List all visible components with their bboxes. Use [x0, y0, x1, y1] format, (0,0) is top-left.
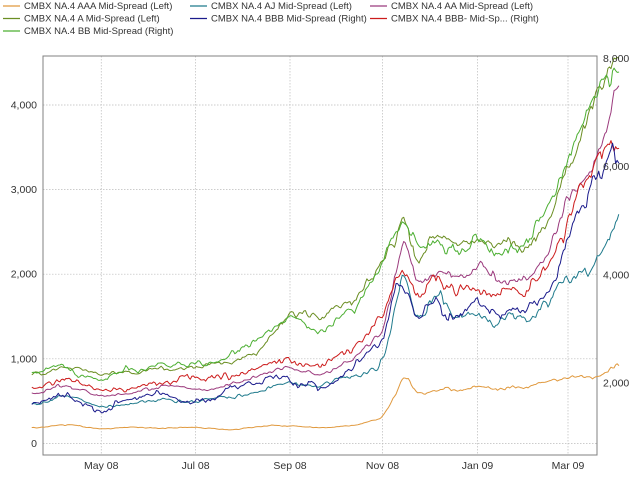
svg-text:Jan 09: Jan 09 — [462, 460, 494, 472]
svg-text:4,000: 4,000 — [603, 269, 629, 281]
svg-text:3,000: 3,000 — [11, 184, 37, 196]
svg-text:2,000: 2,000 — [11, 269, 37, 281]
svg-text:CMBX NA.4 BB Mid-Spread (Right: CMBX NA.4 BB Mid-Spread (Right) — [24, 26, 173, 37]
svg-text:0: 0 — [31, 438, 37, 450]
svg-text:Mar 09: Mar 09 — [552, 460, 585, 472]
svg-text:CMBX NA.4 AJ Mid-Spread (Left): CMBX NA.4 AJ Mid-Spread (Left) — [211, 1, 352, 12]
svg-text:May 08: May 08 — [84, 460, 119, 472]
svg-text:Jul 08: Jul 08 — [182, 460, 210, 472]
svg-text:Nov 08: Nov 08 — [366, 460, 399, 472]
svg-text:Sep 08: Sep 08 — [273, 460, 306, 472]
svg-text:8,000: 8,000 — [603, 53, 629, 65]
svg-text:4,000: 4,000 — [11, 100, 37, 112]
svg-text:CMBX NA.4 A Mid-Spread (Left): CMBX NA.4 A Mid-Spread (Left) — [24, 14, 160, 25]
svg-text:1,000: 1,000 — [11, 353, 37, 365]
svg-text:CMBX NA.4 AA Mid-Spread (Left): CMBX NA.4 AA Mid-Spread (Left) — [391, 1, 533, 12]
svg-text:CMBX NA.4 BBB Mid-Spread (Righ: CMBX NA.4 BBB Mid-Spread (Right) — [211, 14, 367, 25]
svg-text:6,000: 6,000 — [603, 161, 629, 173]
svg-text:2,000: 2,000 — [603, 378, 629, 390]
svg-text:CMBX NA.4 BBB- Mid-Sp... (Righ: CMBX NA.4 BBB- Mid-Sp... (Right) — [391, 14, 539, 25]
svg-text:CMBX NA.4 AAA Mid-Spread (Left: CMBX NA.4 AAA Mid-Spread (Left) — [24, 1, 172, 12]
